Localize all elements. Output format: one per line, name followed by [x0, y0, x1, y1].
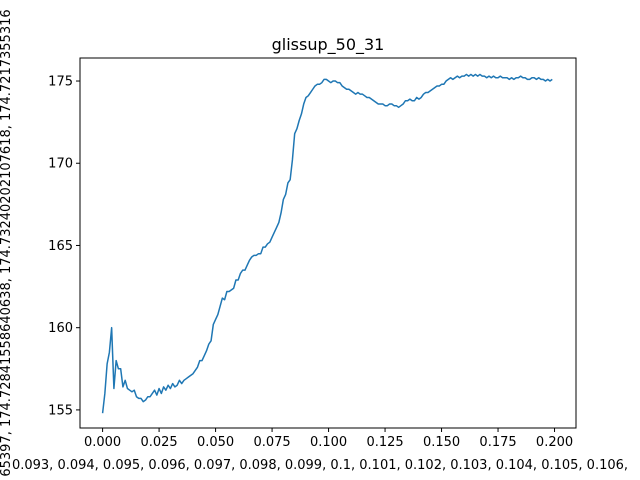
y-tick-label: 175	[48, 75, 73, 90]
y-tick-label: 160	[48, 321, 73, 336]
y-axis-ticks: 155 160 165 170 175	[48, 75, 80, 418]
y-tick-label: 155	[48, 403, 73, 418]
series-line	[101, 73, 553, 414]
x-tick-label: 0.200	[536, 435, 573, 450]
y-tick-label: 165	[48, 239, 73, 254]
x-axis-ticks: 0.000 0.025 0.050 0.075 0.100 0.125 0.150 0.175…	[84, 428, 573, 450]
y-axis-label: 65397, 174.72841558640638, 174.732402021…	[0, 9, 14, 476]
x-tick-label: 0.000	[84, 435, 121, 450]
x-tick-label: 0.100	[310, 435, 347, 450]
chart-title: glissup_50_31	[272, 35, 385, 55]
y-tick-label: 170	[48, 157, 73, 172]
x-tick-label: 0.150	[423, 435, 460, 450]
x-tick-label: 0.175	[479, 435, 516, 450]
plot-area	[79, 57, 577, 429]
x-tick-label: 0.025	[140, 435, 177, 450]
x-axis-label: 0.093, 0.094, 0.095, 0.096, 0.097, 0.098…	[12, 458, 628, 473]
x-tick-label: 0.125	[366, 435, 403, 450]
x-tick-label: 0.075	[253, 435, 290, 450]
axes-frame	[79, 57, 577, 429]
x-tick-label: 0.050	[197, 435, 234, 450]
